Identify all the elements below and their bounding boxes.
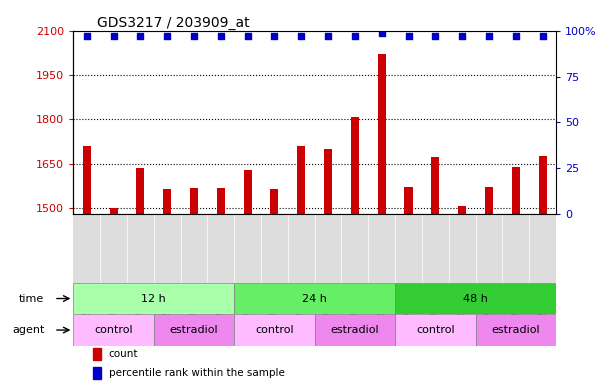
Point [136, 33, 145, 39]
Bar [431, 157, 439, 214]
Point [538, 33, 547, 39]
Bar [324, 149, 332, 214]
Text: 12 h: 12 h [141, 293, 166, 303]
Point [323, 33, 333, 39]
Point [350, 33, 360, 39]
Bar [351, 117, 359, 214]
Bar [163, 189, 171, 214]
Point [484, 33, 494, 39]
Bar [136, 168, 144, 214]
Text: 24 h: 24 h [302, 293, 327, 303]
Text: control: control [94, 325, 133, 335]
Bar [190, 188, 198, 214]
FancyBboxPatch shape [315, 314, 395, 346]
Bar [297, 146, 306, 214]
Point [296, 33, 306, 39]
Point [269, 33, 279, 39]
Bar [271, 189, 279, 214]
Point [243, 33, 252, 39]
Point [404, 33, 414, 39]
Text: count: count [109, 349, 138, 359]
FancyBboxPatch shape [475, 314, 556, 346]
Text: estradiol: estradiol [491, 325, 540, 335]
Point [457, 33, 467, 39]
Text: control: control [255, 325, 294, 335]
Text: GDS3217 / 203909_at: GDS3217 / 203909_at [98, 16, 250, 30]
Bar [538, 156, 547, 214]
Text: percentile rank within the sample: percentile rank within the sample [109, 368, 285, 378]
Bar [93, 367, 101, 379]
FancyBboxPatch shape [73, 283, 234, 314]
Point [430, 33, 440, 39]
Bar [93, 348, 101, 361]
Text: estradiol: estradiol [331, 325, 379, 335]
FancyBboxPatch shape [395, 283, 556, 314]
Point [377, 30, 387, 36]
Bar [404, 187, 412, 214]
Point [82, 33, 92, 39]
Bar [485, 187, 493, 214]
Point [189, 33, 199, 39]
FancyBboxPatch shape [395, 314, 475, 346]
Bar [217, 188, 225, 214]
FancyBboxPatch shape [73, 314, 154, 346]
FancyBboxPatch shape [234, 283, 395, 314]
Text: time: time [19, 293, 45, 303]
Point [216, 33, 225, 39]
Bar [512, 167, 520, 214]
Bar [378, 55, 386, 214]
Text: 48 h: 48 h [463, 293, 488, 303]
Point [109, 33, 119, 39]
FancyBboxPatch shape [154, 314, 234, 346]
Bar [109, 207, 117, 214]
Point [163, 33, 172, 39]
Bar [458, 206, 466, 214]
Bar [82, 146, 91, 214]
Bar [244, 170, 252, 214]
Text: control: control [416, 325, 455, 335]
Text: estradiol: estradiol [170, 325, 218, 335]
Text: agent: agent [12, 325, 45, 335]
FancyBboxPatch shape [234, 314, 315, 346]
Point [511, 33, 521, 39]
